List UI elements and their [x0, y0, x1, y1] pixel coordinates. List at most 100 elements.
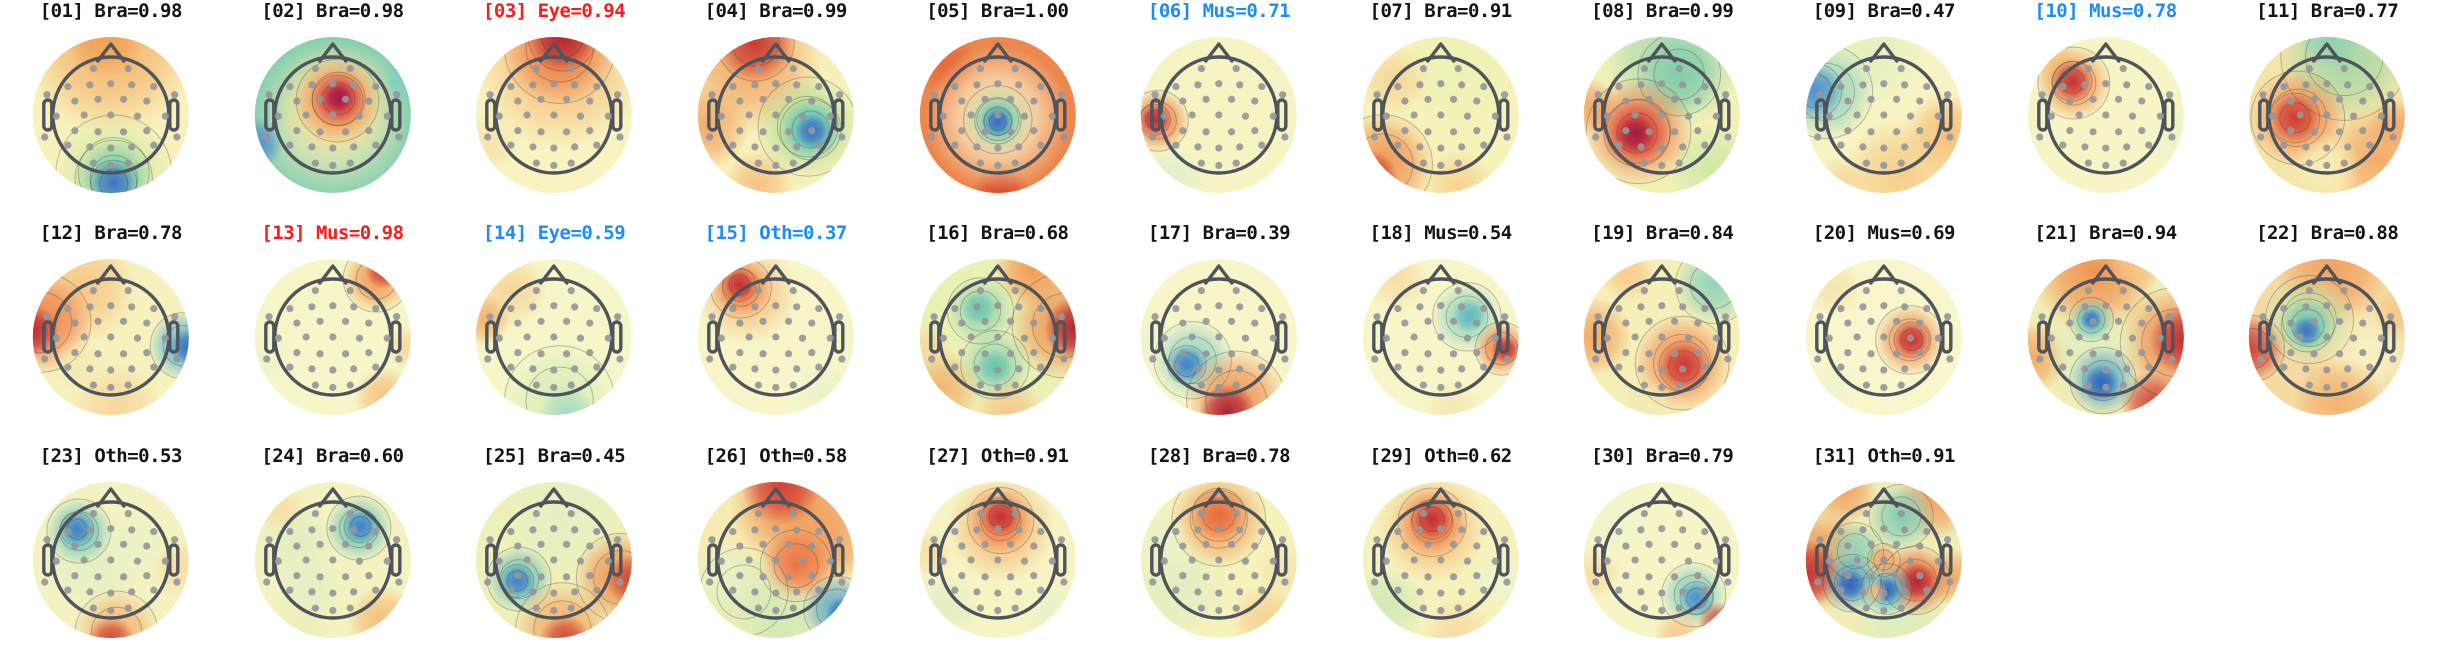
electrode-dot [2350, 112, 2358, 120]
electrode-dot [957, 571, 965, 579]
electrode-dot [128, 525, 136, 534]
electrode-dot [1172, 363, 1180, 372]
electrode-dot [2047, 112, 2055, 120]
electrode-dot [993, 333, 1001, 341]
electrode-dot [311, 159, 319, 167]
electrode-dot [1671, 128, 1679, 136]
electrode-dot [1479, 363, 1488, 372]
nose-outline [2090, 42, 2121, 63]
electrode-dot [2310, 95, 2319, 103]
electrode-dot [64, 82, 72, 91]
electrode-dot [1867, 572, 1875, 581]
electrode-dot [133, 112, 142, 120]
field-blob [721, 267, 757, 303]
electrode-dot [2035, 133, 2044, 141]
field-blob [52, 340, 106, 393]
electrode-dot [567, 65, 576, 73]
electrode-dot [1472, 319, 1481, 328]
electrode-dot [2280, 141, 2288, 149]
component-cell: [11] Bra=0.77 [2216, 0, 2438, 222]
contour-line [2037, 46, 2110, 120]
electrode-dot [1059, 133, 1068, 141]
electrode-dot [346, 287, 354, 295]
electrode-dot [2259, 313, 2267, 321]
electrode-dot [107, 366, 115, 374]
electrode-dot [1215, 302, 1223, 310]
contour-line [1637, 37, 1722, 117]
field-blob [1598, 259, 1657, 303]
electrode-dot [567, 604, 576, 612]
contour-line [1822, 553, 1882, 613]
electrode-dot [1679, 81, 1687, 89]
electrode-dot [1615, 363, 1623, 372]
electrode-dot [706, 355, 714, 363]
electrode-dot [751, 143, 759, 151]
electrode-dot [2302, 81, 2310, 89]
electrode-dot [311, 509, 319, 517]
electrode-dot [1658, 524, 1666, 532]
electrode-dot [1242, 112, 1250, 120]
electrode-dot [1641, 159, 1649, 167]
electrode-dot [1622, 319, 1630, 328]
electrode-dot [2287, 97, 2295, 105]
electrode-dot [2038, 313, 2046, 321]
electrode-dot [798, 557, 806, 565]
component-cell: [02] Bra=0.98 [222, 0, 444, 222]
electrode-dot [1215, 366, 1223, 374]
electrode-dot [789, 287, 797, 295]
electrode-dot [736, 319, 744, 328]
electrode-dot [616, 578, 624, 586]
electrode-dot [792, 587, 801, 596]
electrode-dot [550, 80, 558, 88]
electrode-dot [1197, 509, 1206, 517]
electrode-dot [2114, 95, 2122, 103]
electrode-dot [972, 365, 981, 373]
electrode-dot [1724, 133, 1732, 141]
electrode-dot [1014, 525, 1022, 534]
electrode-dot [1679, 525, 1687, 534]
contour-line [2051, 60, 2096, 106]
contour-line [983, 107, 1012, 137]
electrode-dot [1437, 366, 1445, 374]
electrode-dot [1006, 350, 1014, 358]
electrode-dot [2306, 381, 2314, 390]
electrode-dot [1228, 95, 1236, 103]
electrode-dot [2081, 143, 2089, 151]
electrode-dot [2084, 287, 2092, 295]
electrode-dot [1867, 128, 1875, 136]
electrode-dot [328, 606, 337, 614]
electrode-dot [1029, 571, 1037, 579]
electrode-dot [2287, 127, 2295, 135]
electrode-dot [529, 81, 537, 89]
electrode-dot [2306, 159, 2314, 167]
electrode-dot [2350, 334, 2358, 343]
electrode-dot [1394, 305, 1402, 313]
electrode-dot [2156, 112, 2164, 120]
electrode-dot [1236, 525, 1244, 534]
electrode-dot [2344, 143, 2352, 151]
field-blob [254, 481, 307, 534]
component-title: [27] Oth=0.91 [926, 444, 1069, 467]
electrode-dot [316, 572, 324, 581]
component-cell: [13] Mus=0.98 [222, 222, 444, 444]
head-outline [2045, 55, 2166, 175]
electrode-dot [751, 587, 759, 596]
electrode-dot [1437, 333, 1445, 341]
electrode-dot [980, 572, 989, 581]
electrode-dot [94, 95, 102, 103]
electrode-dot [1897, 604, 1905, 612]
contour-line [791, 110, 830, 149]
head-outline [2267, 55, 2387, 175]
electrode-dot [571, 143, 579, 151]
electrode-dot [1594, 91, 1603, 99]
electrode-dot [1215, 161, 1223, 170]
component-cell: [06] Mus=0.71 [1108, 0, 1330, 222]
electrode-dot [1382, 112, 1390, 120]
electrode-dot [328, 366, 337, 374]
electrode-dot [383, 557, 391, 565]
electrode-dot [484, 578, 492, 586]
electrode-dot [94, 540, 102, 548]
electrode-dot [133, 334, 142, 343]
field-blob [1805, 539, 1841, 609]
electrode-dot [550, 384, 558, 392]
